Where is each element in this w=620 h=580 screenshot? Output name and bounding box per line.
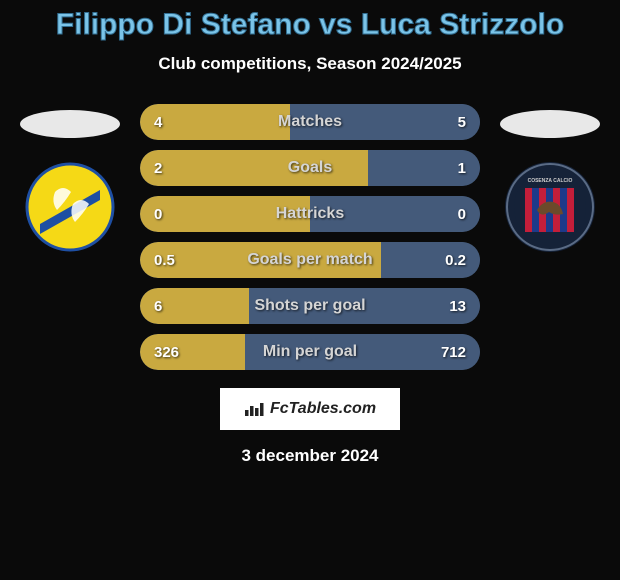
stat-label: Matches [140, 113, 480, 131]
player2-name: Luca Strizzolo [361, 8, 564, 41]
left-player-ellipse [20, 110, 120, 138]
player1-name: Filippo Di Stefano [56, 8, 311, 41]
chart-icon [244, 401, 264, 417]
brand-text: FcTables.com [270, 400, 376, 418]
stat-row: 2Goals1 [140, 150, 480, 186]
comparison-infographic: Filippo Di Stefano vs Luca Strizzolo Clu… [0, 0, 620, 580]
page-title: Filippo Di Stefano vs Luca Strizzolo [0, 8, 620, 42]
right-player-ellipse [500, 110, 600, 138]
svg-text:COSENZA CALCIO: COSENZA CALCIO [528, 178, 573, 184]
stat-value-right: 5 [458, 114, 466, 131]
stat-row: 6Shots per goal13 [140, 288, 480, 324]
stat-row: 0.5Goals per match0.2 [140, 242, 480, 278]
subtitle: Club competitions, Season 2024/2025 [0, 54, 620, 74]
stat-label: Goals [140, 159, 480, 177]
stat-label: Goals per match [140, 251, 480, 269]
stat-row: 4Matches5 [140, 104, 480, 140]
main-area: 4Matches5 2Goals1 0Hattricks0 0.5Goals per … [0, 104, 620, 370]
left-team-badge [25, 162, 115, 252]
stat-value-right: 13 [449, 298, 466, 315]
stat-row: 0Hattricks0 [140, 196, 480, 232]
brand-wrap: FcTables.com [0, 388, 620, 430]
stat-label: Hattricks [140, 205, 480, 223]
right-team-badge: COSENZA CALCIO [505, 162, 595, 252]
date-text: 3 december 2024 [0, 446, 620, 466]
stat-value-right: 712 [441, 344, 466, 361]
stat-value-right: 0.2 [445, 252, 466, 269]
right-side: COSENZA CALCIO [500, 104, 600, 252]
left-side [20, 104, 120, 252]
stat-row: 326Min per goal712 [140, 334, 480, 370]
stat-label: Min per goal [140, 343, 480, 361]
stat-value-right: 0 [458, 206, 466, 223]
stat-label: Shots per goal [140, 297, 480, 315]
stats-column: 4Matches5 2Goals1 0Hattricks0 0.5Goals per … [140, 104, 480, 370]
stat-value-right: 1 [458, 160, 466, 177]
brand-badge: FcTables.com [220, 388, 400, 430]
vs-text: vs [319, 8, 352, 41]
cosenza-badge-icon: COSENZA CALCIO [505, 162, 595, 252]
frosinone-badge-icon [25, 162, 115, 252]
